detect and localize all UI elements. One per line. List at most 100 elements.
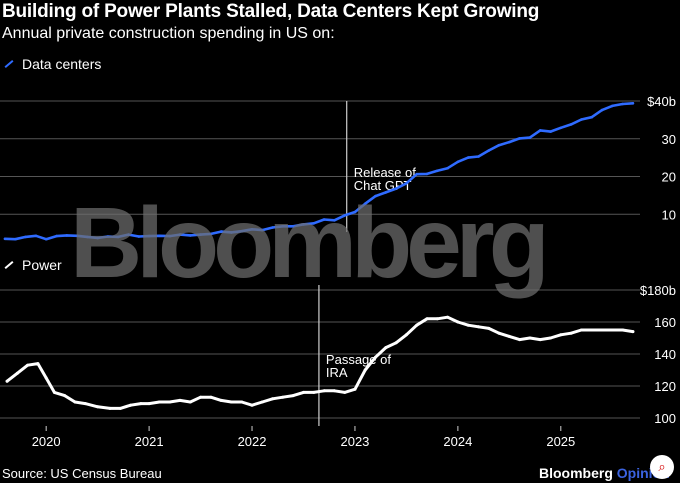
data-point-data-centers: [374, 194, 377, 198]
data-point-data-centers: [456, 160, 460, 164]
y-tick-label-data-centers: 30: [662, 132, 676, 147]
data-point-data-centers: [518, 137, 521, 140]
data-point-data-centers: [405, 182, 408, 185]
data-point-power: [559, 333, 563, 337]
data-point-power: [569, 331, 573, 335]
data-point-power: [129, 403, 133, 407]
x-tick-label: 2021: [135, 434, 164, 449]
data-point-power: [497, 331, 501, 335]
data-point-data-centers: [178, 233, 182, 236]
y-tick-label-data-centers: $40b: [647, 94, 676, 109]
data-point-data-centers: [44, 237, 48, 241]
data-point-data-centers: [14, 237, 17, 241]
data-point-power: [446, 315, 450, 319]
data-point-data-centers: [291, 225, 295, 228]
data-point-power: [73, 400, 77, 404]
data-point-data-centers: [497, 143, 501, 147]
data-point-power: [621, 328, 625, 332]
data-point-data-centers: [538, 129, 542, 132]
data-point-data-centers: [158, 234, 161, 238]
data-point-data-centers: [559, 126, 563, 130]
data-point-power: [178, 398, 182, 402]
y-tick-label-power: $180b: [640, 283, 676, 298]
annotation-text-power: IRA: [326, 365, 348, 380]
data-point-power: [63, 394, 67, 398]
data-point-power: [404, 333, 408, 337]
data-point-power: [26, 363, 30, 367]
data-point-data-centers: [600, 108, 604, 112]
data-point-power: [168, 400, 172, 404]
legend-label-power: Power: [22, 257, 62, 273]
annotation-text-data-centers: Release of: [354, 165, 417, 180]
data-point-power: [435, 317, 439, 321]
data-point-data-centers: [65, 234, 69, 237]
data-point-data-centers: [312, 222, 316, 225]
data-point-power: [199, 395, 203, 399]
data-point-data-centers: [333, 219, 336, 222]
data-point-data-centers: [487, 149, 491, 152]
data-point-power: [507, 334, 511, 338]
data-point-power: [302, 390, 305, 394]
data-point-power: [157, 400, 161, 404]
y-tick-label-power: 100: [654, 411, 676, 426]
data-point-data-centers: [75, 234, 79, 238]
data-point-power: [456, 320, 460, 324]
data-point-data-centers: [590, 115, 593, 119]
data-point-power: [374, 355, 377, 359]
brand-logo-main: Bloomberg: [539, 465, 613, 481]
zoom-icon[interactable]: ⌕: [650, 455, 674, 479]
data-point-data-centers: [569, 123, 573, 126]
y-tick-label-power: 140: [654, 347, 676, 362]
data-point-data-centers: [446, 166, 449, 170]
data-point-power: [312, 390, 316, 394]
data-point-power: [631, 330, 635, 334]
data-point-power: [281, 395, 285, 399]
data-point-data-centers: [415, 172, 419, 176]
data-point-data-centers: [96, 236, 99, 240]
data-point-power: [538, 338, 542, 342]
data-point-power: [139, 402, 143, 406]
data-point-data-centers: [168, 234, 171, 238]
data-point-power: [394, 341, 398, 345]
data-point-power: [83, 402, 87, 406]
data-point-data-centers: [189, 234, 192, 237]
data-point-power: [343, 390, 347, 394]
data-point-power: [590, 328, 594, 332]
data-point-power: [579, 328, 583, 332]
data-point-data-centers: [394, 187, 398, 190]
data-point-power: [322, 389, 326, 393]
data-point-data-centers: [250, 228, 254, 231]
data-point-data-centers: [302, 223, 305, 226]
data-point-data-centers: [611, 104, 614, 108]
data-point-data-centers: [425, 172, 429, 176]
data-point-data-centers: [353, 210, 357, 214]
data-point-data-centers: [580, 118, 583, 121]
data-point-data-centers: [549, 130, 552, 133]
data-point-data-centers: [271, 226, 274, 229]
data-point-power: [466, 323, 470, 327]
data-point-power: [44, 376, 48, 380]
data-point-power: [384, 346, 388, 350]
data-point-data-centers: [127, 233, 130, 236]
data-point-power: [528, 336, 532, 340]
data-point-data-centers: [24, 235, 27, 239]
data-point-power: [600, 328, 604, 332]
chart-title: Building of Power Plants Stalled, Data C…: [2, 1, 540, 22]
series-line-power: [5, 315, 635, 410]
data-point-data-centers: [34, 234, 38, 238]
data-point-data-centers: [55, 234, 58, 238]
data-point-data-centers: [281, 225, 285, 228]
source-note: Source: US Census Bureau: [2, 466, 162, 481]
data-point-power: [209, 395, 213, 399]
data-point-data-centers: [86, 235, 89, 239]
data-point-data-centers: [261, 228, 264, 232]
data-point-data-centers: [219, 230, 223, 233]
x-tick-label: 2023: [340, 434, 369, 449]
data-point-power: [549, 336, 552, 340]
data-point-data-centers: [343, 214, 347, 217]
x-tick-label: 2022: [238, 434, 267, 449]
data-point-data-centers: [230, 231, 233, 234]
data-point-power: [425, 317, 429, 321]
data-point-power: [15, 371, 19, 375]
